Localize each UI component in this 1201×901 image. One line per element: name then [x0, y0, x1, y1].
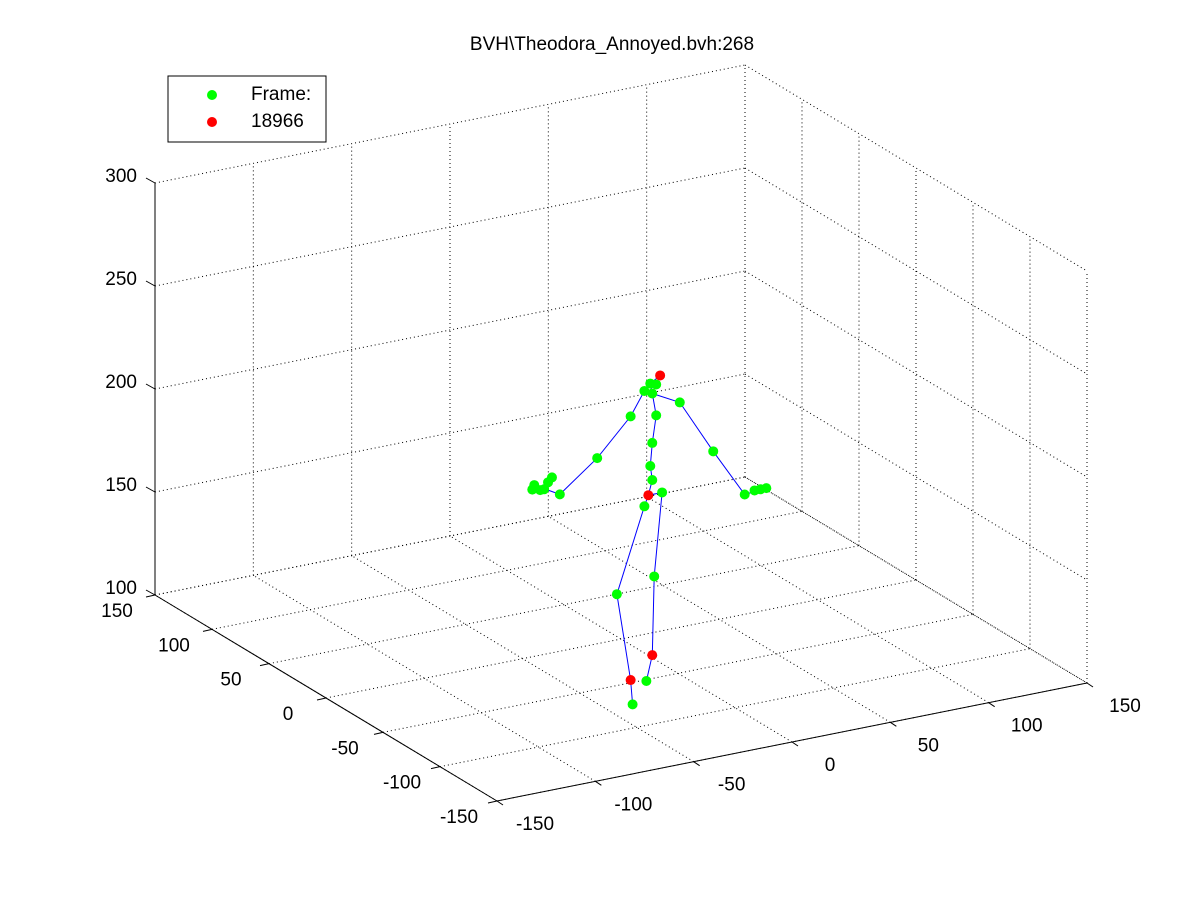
point	[647, 650, 658, 661]
grid-line	[744, 64, 1088, 272]
grid-line	[744, 167, 1088, 375]
x-tick-label: 150	[1109, 696, 1141, 717]
point	[625, 411, 636, 422]
point	[554, 489, 565, 500]
y-tick-label: -100	[383, 773, 421, 794]
grid-line	[439, 648, 1031, 768]
grid-line	[154, 270, 746, 390]
x-tick-label: 50	[918, 735, 939, 756]
grid-line	[325, 579, 917, 699]
point	[674, 397, 685, 408]
z-tick-label: 200	[105, 372, 137, 393]
legend-marker	[207, 117, 217, 127]
y-tick-label: 100	[158, 635, 190, 656]
point	[761, 483, 772, 494]
x-tick	[496, 800, 504, 806]
chart-title: BVH\Theodora_Annoyed.bvh:268	[470, 34, 754, 55]
z-tick-label: 250	[105, 269, 137, 290]
x-tick	[791, 741, 799, 747]
x-tick	[595, 780, 602, 786]
x-tick	[988, 702, 995, 708]
y-tick-label: 50	[220, 670, 241, 691]
y-tick-label: -50	[331, 738, 358, 759]
legend-box	[167, 75, 327, 143]
point	[641, 676, 652, 687]
point	[592, 453, 603, 464]
grid-line	[744, 373, 1088, 581]
grid-line	[744, 476, 1088, 684]
y-tick	[202, 628, 213, 632]
y-tick	[145, 594, 156, 598]
grid-line	[646, 496, 989, 704]
grid-line	[211, 510, 803, 630]
x-tick	[693, 761, 700, 767]
z-tick-label: 100	[105, 578, 137, 599]
point	[651, 379, 662, 390]
point	[539, 484, 550, 495]
y-tick	[487, 800, 498, 804]
grid-line	[154, 373, 746, 493]
point	[546, 472, 557, 483]
grid-line	[154, 167, 746, 287]
y-tick-label: 0	[283, 704, 294, 725]
z-tick	[145, 589, 156, 596]
point	[627, 699, 638, 710]
x-tick	[1086, 682, 1094, 688]
x-tick-label: -100	[614, 794, 652, 815]
point	[708, 446, 719, 457]
z-tick	[145, 486, 156, 493]
z-tick	[145, 280, 156, 287]
grid-line	[154, 64, 746, 184]
y-tick	[430, 766, 441, 770]
point	[647, 437, 658, 448]
y-tick	[316, 697, 327, 701]
z-tick	[145, 383, 156, 390]
point	[649, 571, 660, 582]
point	[625, 675, 636, 686]
point	[647, 475, 658, 486]
point	[643, 490, 654, 501]
point	[655, 370, 666, 381]
point	[645, 460, 656, 471]
point	[527, 484, 538, 495]
legend-label: Frame:	[251, 84, 311, 105]
x-tick	[890, 721, 897, 727]
y-tick-label: 150	[101, 601, 133, 622]
z-tick	[145, 177, 156, 184]
point	[639, 385, 650, 396]
point	[639, 501, 650, 512]
y-tick-label: -150	[440, 807, 478, 828]
point	[657, 487, 668, 498]
point	[647, 388, 658, 399]
x-tick-label: -150	[516, 814, 554, 835]
y-tick	[259, 663, 270, 667]
z-tick-label: 300	[105, 166, 137, 187]
legend-label: 18966	[251, 111, 304, 132]
grid-line	[548, 515, 891, 723]
grid-line	[154, 476, 746, 596]
x-tick-label: 0	[825, 755, 836, 776]
x-tick-label: 100	[1011, 716, 1043, 737]
point	[739, 489, 750, 500]
point	[611, 589, 622, 600]
y-tick	[373, 731, 384, 735]
z-tick-label: 150	[105, 475, 137, 496]
point	[651, 410, 662, 421]
grid-line	[382, 613, 974, 733]
legend-marker	[207, 90, 217, 100]
grid-line	[744, 270, 1088, 478]
x-tick-label: -50	[718, 775, 745, 796]
grid-line	[268, 545, 860, 665]
